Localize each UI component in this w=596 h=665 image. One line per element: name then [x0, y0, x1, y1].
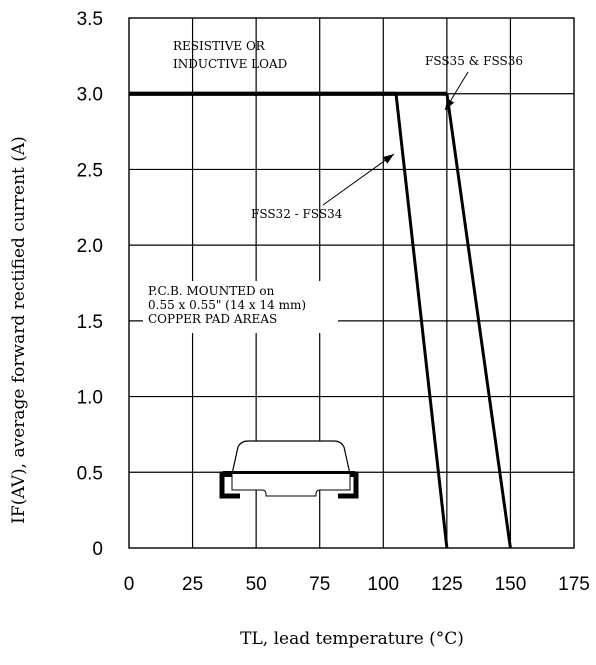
annotation-text: P.C.B. MOUNTED on 0.55 x 0.55" (14 x 14 m…	[148, 284, 306, 326]
leader-arrowhead	[445, 98, 455, 110]
annotation-text: FSS35 & FSS36	[425, 54, 523, 68]
package-body	[231, 440, 351, 475]
y-axis-title: IF(AV), average forward rectified curren…	[9, 136, 29, 524]
y-tick-label: 2.5	[77, 160, 103, 181]
x-tick-label: 50	[246, 574, 267, 595]
y-tick-label: 3.0	[77, 85, 103, 106]
y-tick-label: 1.0	[77, 388, 103, 409]
annotation-layer: RESISTIVE OR INDUCTIVE LOAD FSS35 & FSS36 F…	[143, 39, 523, 333]
leader-arrowhead	[382, 154, 394, 164]
tick-label-layer: 0 25 50 75 100 125 150 175 0 0.5 1.0 1.5 2.0 2.5 3.0 3.…	[77, 9, 590, 595]
x-axis-title: TL, lead temperature (°C)	[240, 629, 464, 649]
x-tick-label: 125	[431, 574, 463, 595]
y-tick-label: 0	[92, 539, 103, 560]
annotation-text: FSS32 - FSS34	[251, 207, 343, 221]
y-tick-label: 3.5	[77, 9, 103, 30]
y-tick-label: 1.5	[77, 312, 103, 333]
series-line-2	[445, 93, 512, 549]
y-tick-label: 0.5	[77, 463, 103, 484]
x-tick-label: 150	[495, 574, 527, 595]
x-tick-label: 175	[558, 574, 590, 595]
package-icon	[219, 440, 359, 499]
x-tick-label: 25	[182, 574, 203, 595]
annotation-background	[143, 281, 338, 333]
annotation-text: RESISTIVE OR INDUCTIVE LOAD	[173, 39, 287, 71]
package-underside	[231, 474, 351, 497]
series-line-1	[394, 93, 449, 549]
x-tick-label: 0	[124, 574, 135, 595]
package-lead-right	[338, 471, 359, 499]
y-tick-label: 2.0	[77, 236, 103, 257]
x-tick-label: 75	[309, 574, 330, 595]
x-tick-label: 100	[367, 574, 399, 595]
series-layer	[129, 91, 512, 549]
leader-line	[322, 153, 395, 206]
plot-frame	[128, 17, 575, 549]
package-lead-left	[219, 471, 240, 499]
